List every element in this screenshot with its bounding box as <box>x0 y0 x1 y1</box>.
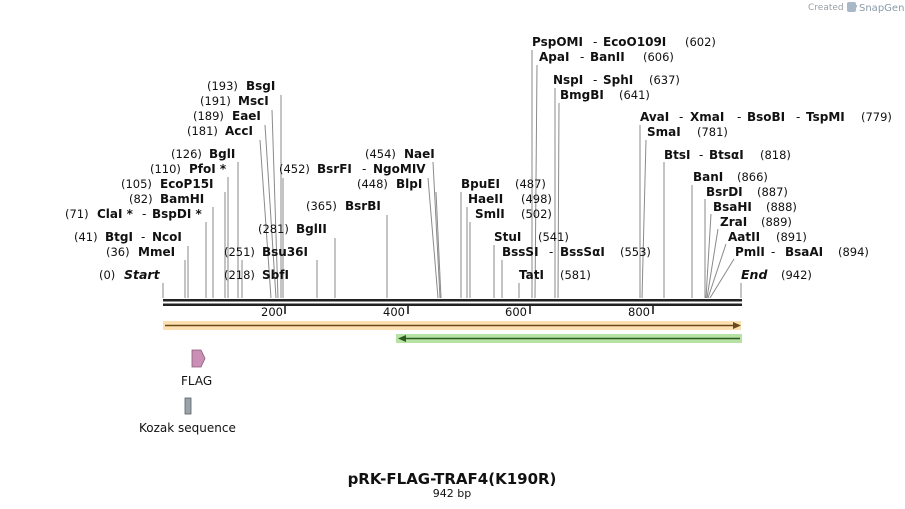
site-acci: (181) AccI <box>187 124 253 138</box>
map-title: pRK-FLAG-TRAF4(K190R) <box>348 470 557 488</box>
snapgene-logo: SnapGene <box>847 2 905 14</box>
site-stui: StuI (541) <box>494 230 569 244</box>
site-btsi-btsai: BtsI - BtsαI (818) <box>664 148 791 162</box>
site-apai-banii: ApaI - BanII (606) <box>539 50 674 64</box>
site-bamhi: (82) BamHI <box>129 192 204 206</box>
site-bsrfi-ngomiv: (452) BsrFI - NgoMIV <box>279 162 426 176</box>
orf-orange-track[interactable] <box>163 321 741 330</box>
flag-arrow-icon <box>191 349 206 368</box>
flag-label: FLAG <box>181 374 212 388</box>
site-bsrdi: BsrDI (887) <box>706 185 788 199</box>
snapgene-logo-icon <box>847 2 856 12</box>
site-bsgi: (193) BsgI <box>207 79 275 93</box>
site-bpuei: BpuEI (487) <box>461 177 546 191</box>
site-naei: (454) NaeI <box>365 147 435 161</box>
site-smai: SmaI (781) <box>647 125 728 139</box>
tick-400: 400 <box>383 305 405 319</box>
site-avai-xmai-bsobi-tspmi: AvaI - XmaI - BsoBI - TspMI (779) <box>640 110 892 124</box>
kozak-label: Kozak sequence <box>139 421 236 435</box>
site-nspi-sphi: NspI - SphI (637) <box>553 73 680 87</box>
site-haeii: HaeII (498) <box>468 192 552 206</box>
site-bmgbi: BmgBI (641) <box>560 88 650 102</box>
site-tati: TatI (581) <box>519 268 591 282</box>
orf-green-track[interactable] <box>396 334 742 343</box>
site-btgi-ncoi: (41) BtgI - NcoI <box>74 230 182 244</box>
site-bgli: (126) BglI <box>171 147 235 161</box>
tick-600: 600 <box>505 305 527 319</box>
created-by-text: Created by <box>808 3 858 13</box>
site-aatii: AatII (891) <box>728 230 807 244</box>
ruler: 200 400 600 800 <box>261 305 654 319</box>
end-label: End (942) <box>741 267 812 282</box>
tick-200: 200 <box>261 305 283 319</box>
flag-feature[interactable]: FLAG <box>181 349 212 388</box>
site-clai-bspdi: (71) ClaI * - BspDI * <box>65 207 202 221</box>
map-length: 942 bp <box>433 487 471 500</box>
site-mmei: (36) MmeI <box>106 245 175 259</box>
enzyme-labels: (41) BtgI - NcoI (36) MmeI (71) ClaI * - BspDI … <box>65 35 892 282</box>
tick-800: 800 <box>628 305 650 319</box>
site-bsahi: BsaHI (888) <box>713 200 797 214</box>
site-bglii: (281) BglII <box>258 222 327 236</box>
site-ecop15i: (105) EcoP15I <box>121 177 214 191</box>
kozak-feature[interactable]: Kozak sequence <box>139 397 236 435</box>
site-pfoi: (110) PfoI * <box>150 162 227 176</box>
snapgene-brand: SnapGene <box>859 3 905 14</box>
site-smli: SmlI (502) <box>475 207 552 221</box>
site-lines <box>184 50 735 299</box>
site-eaei: (189) EaeI <box>193 109 261 123</box>
site-bani: BanI (866) <box>693 170 768 184</box>
sequence-backbone <box>163 299 742 306</box>
site-pspomi-ecoo109i: PspOMI - EcoO109I (602) <box>532 35 716 49</box>
site-blpi: (448) BlpI <box>357 177 422 191</box>
site-pmli-bsaai: PmlI - BsaAI (894) <box>735 245 869 259</box>
site-bsrbi: (365) BsrBI <box>306 199 381 213</box>
site-sbfi: (218) SbfI <box>224 268 289 282</box>
site-bsu36i: (251) Bsu36I <box>224 245 308 259</box>
site-bsssi-bsssai: BssSI - BssSαI (553) <box>502 245 651 259</box>
site-msci: (191) MscI <box>200 94 269 108</box>
kozak-box-icon <box>184 397 192 415</box>
start-label: (0) Start <box>99 267 161 282</box>
site-zrai: ZraI (889) <box>720 215 792 229</box>
